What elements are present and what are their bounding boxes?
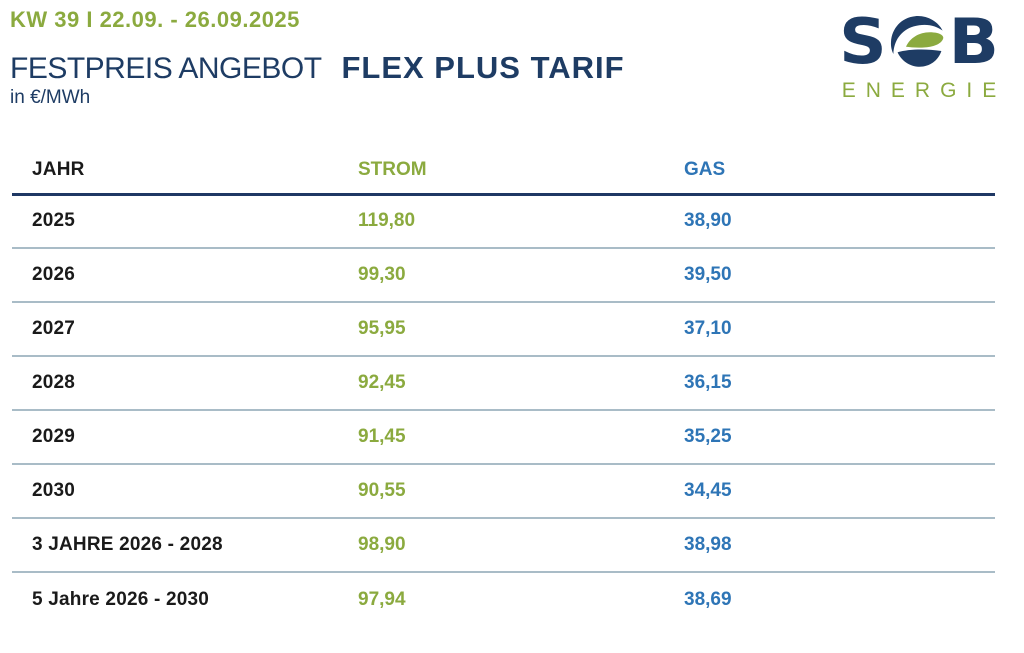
strom-value-cell: 92,45 [358, 356, 684, 411]
week-label: KW 39 I 22.09. - 26.09.2025 [10, 7, 300, 32]
gas-value-cell: 34,45 [684, 464, 995, 519]
row-label-cell: 3 JAHRE 2026 - 2028 [12, 518, 358, 573]
table-row: 2025 119,80 38,90 [12, 194, 995, 249]
table-row: 2027 95,95 37,10 [12, 302, 995, 357]
strom-value-cell: 98,90 [358, 518, 684, 573]
strom-value-cell: 97,94 [358, 588, 406, 610]
row-label-cell: 2029 [12, 410, 358, 465]
strom-value-cell: 99,30 [358, 248, 684, 303]
strom-value-cell: 119,80 [358, 194, 684, 249]
table-row: 2028 92,45 36,15 [12, 356, 995, 411]
column-header-jahr: JAHR [12, 148, 358, 196]
table-row: 2026 99,30 39,50 [12, 248, 995, 303]
page-title: FESTPREIS ANGEBOT FLEX PLUS TARIF [10, 50, 625, 86]
gas-value-cell: 35,25 [684, 410, 995, 465]
gas-value-cell: 39,50 [684, 248, 995, 303]
gas-value-cell: 38,90 [684, 194, 995, 249]
row-label-cell: 2025 [12, 194, 358, 249]
strom-value-cell: 90,55 [358, 464, 684, 519]
column-header-gas: GAS [684, 148, 995, 196]
logo-wordmark: ENERGIE [841, 79, 1007, 102]
price-table-body: 2025 119,80 38,90 2026 99,30 39,50 2027 95,95 37… [12, 194, 995, 626]
row-label-cell: 2027 [12, 302, 358, 357]
logo-letters: S B [836, 8, 1002, 76]
row-label-cell: 5 Jahre 2026 - 2030 [32, 588, 210, 610]
title-regular: FESTPREIS ANGEBOT [10, 52, 322, 85]
unit-label: in €/MWh [10, 87, 91, 108]
gas-value-cell: 38,98 [684, 518, 995, 573]
header-row: JAHR STROM GAS [12, 148, 995, 196]
gas-value-cell: 38,69 [684, 588, 732, 610]
logo-letter-s: S [839, 4, 887, 79]
gas-value-cell: 36,15 [684, 356, 995, 411]
price-table-header: JAHR STROM GAS [12, 148, 995, 196]
table-row: 2029 91,45 35,25 [12, 410, 995, 465]
column-header-strom: STROM [358, 148, 684, 196]
logo-globe-swoosh-icon [890, 16, 943, 67]
company-logo: S B ENERGIE [836, 8, 1002, 103]
row-label-cell: 2030 [12, 464, 358, 519]
strom-value-cell: 91,45 [358, 410, 684, 465]
row-label-cell: 2026 [12, 248, 358, 303]
strom-value-cell: 95,95 [358, 302, 684, 357]
title-bold: FLEX PLUS TARIF [341, 50, 625, 85]
table-row: 2030 90,55 34,45 [12, 464, 995, 519]
row-label-cell: 2028 [12, 356, 358, 411]
table-row: 5 Jahre 2026 - 2030 97,94 38,69 [12, 572, 995, 626]
price-table: JAHR STROM GAS 2025 119,80 38,90 2026 99,30 3… [12, 148, 995, 626]
gas-value-cell: 37,10 [684, 302, 995, 357]
table-row: 3 JAHRE 2026 - 2028 98,90 38,98 [12, 518, 995, 573]
logo-letter-b: B [948, 4, 999, 79]
